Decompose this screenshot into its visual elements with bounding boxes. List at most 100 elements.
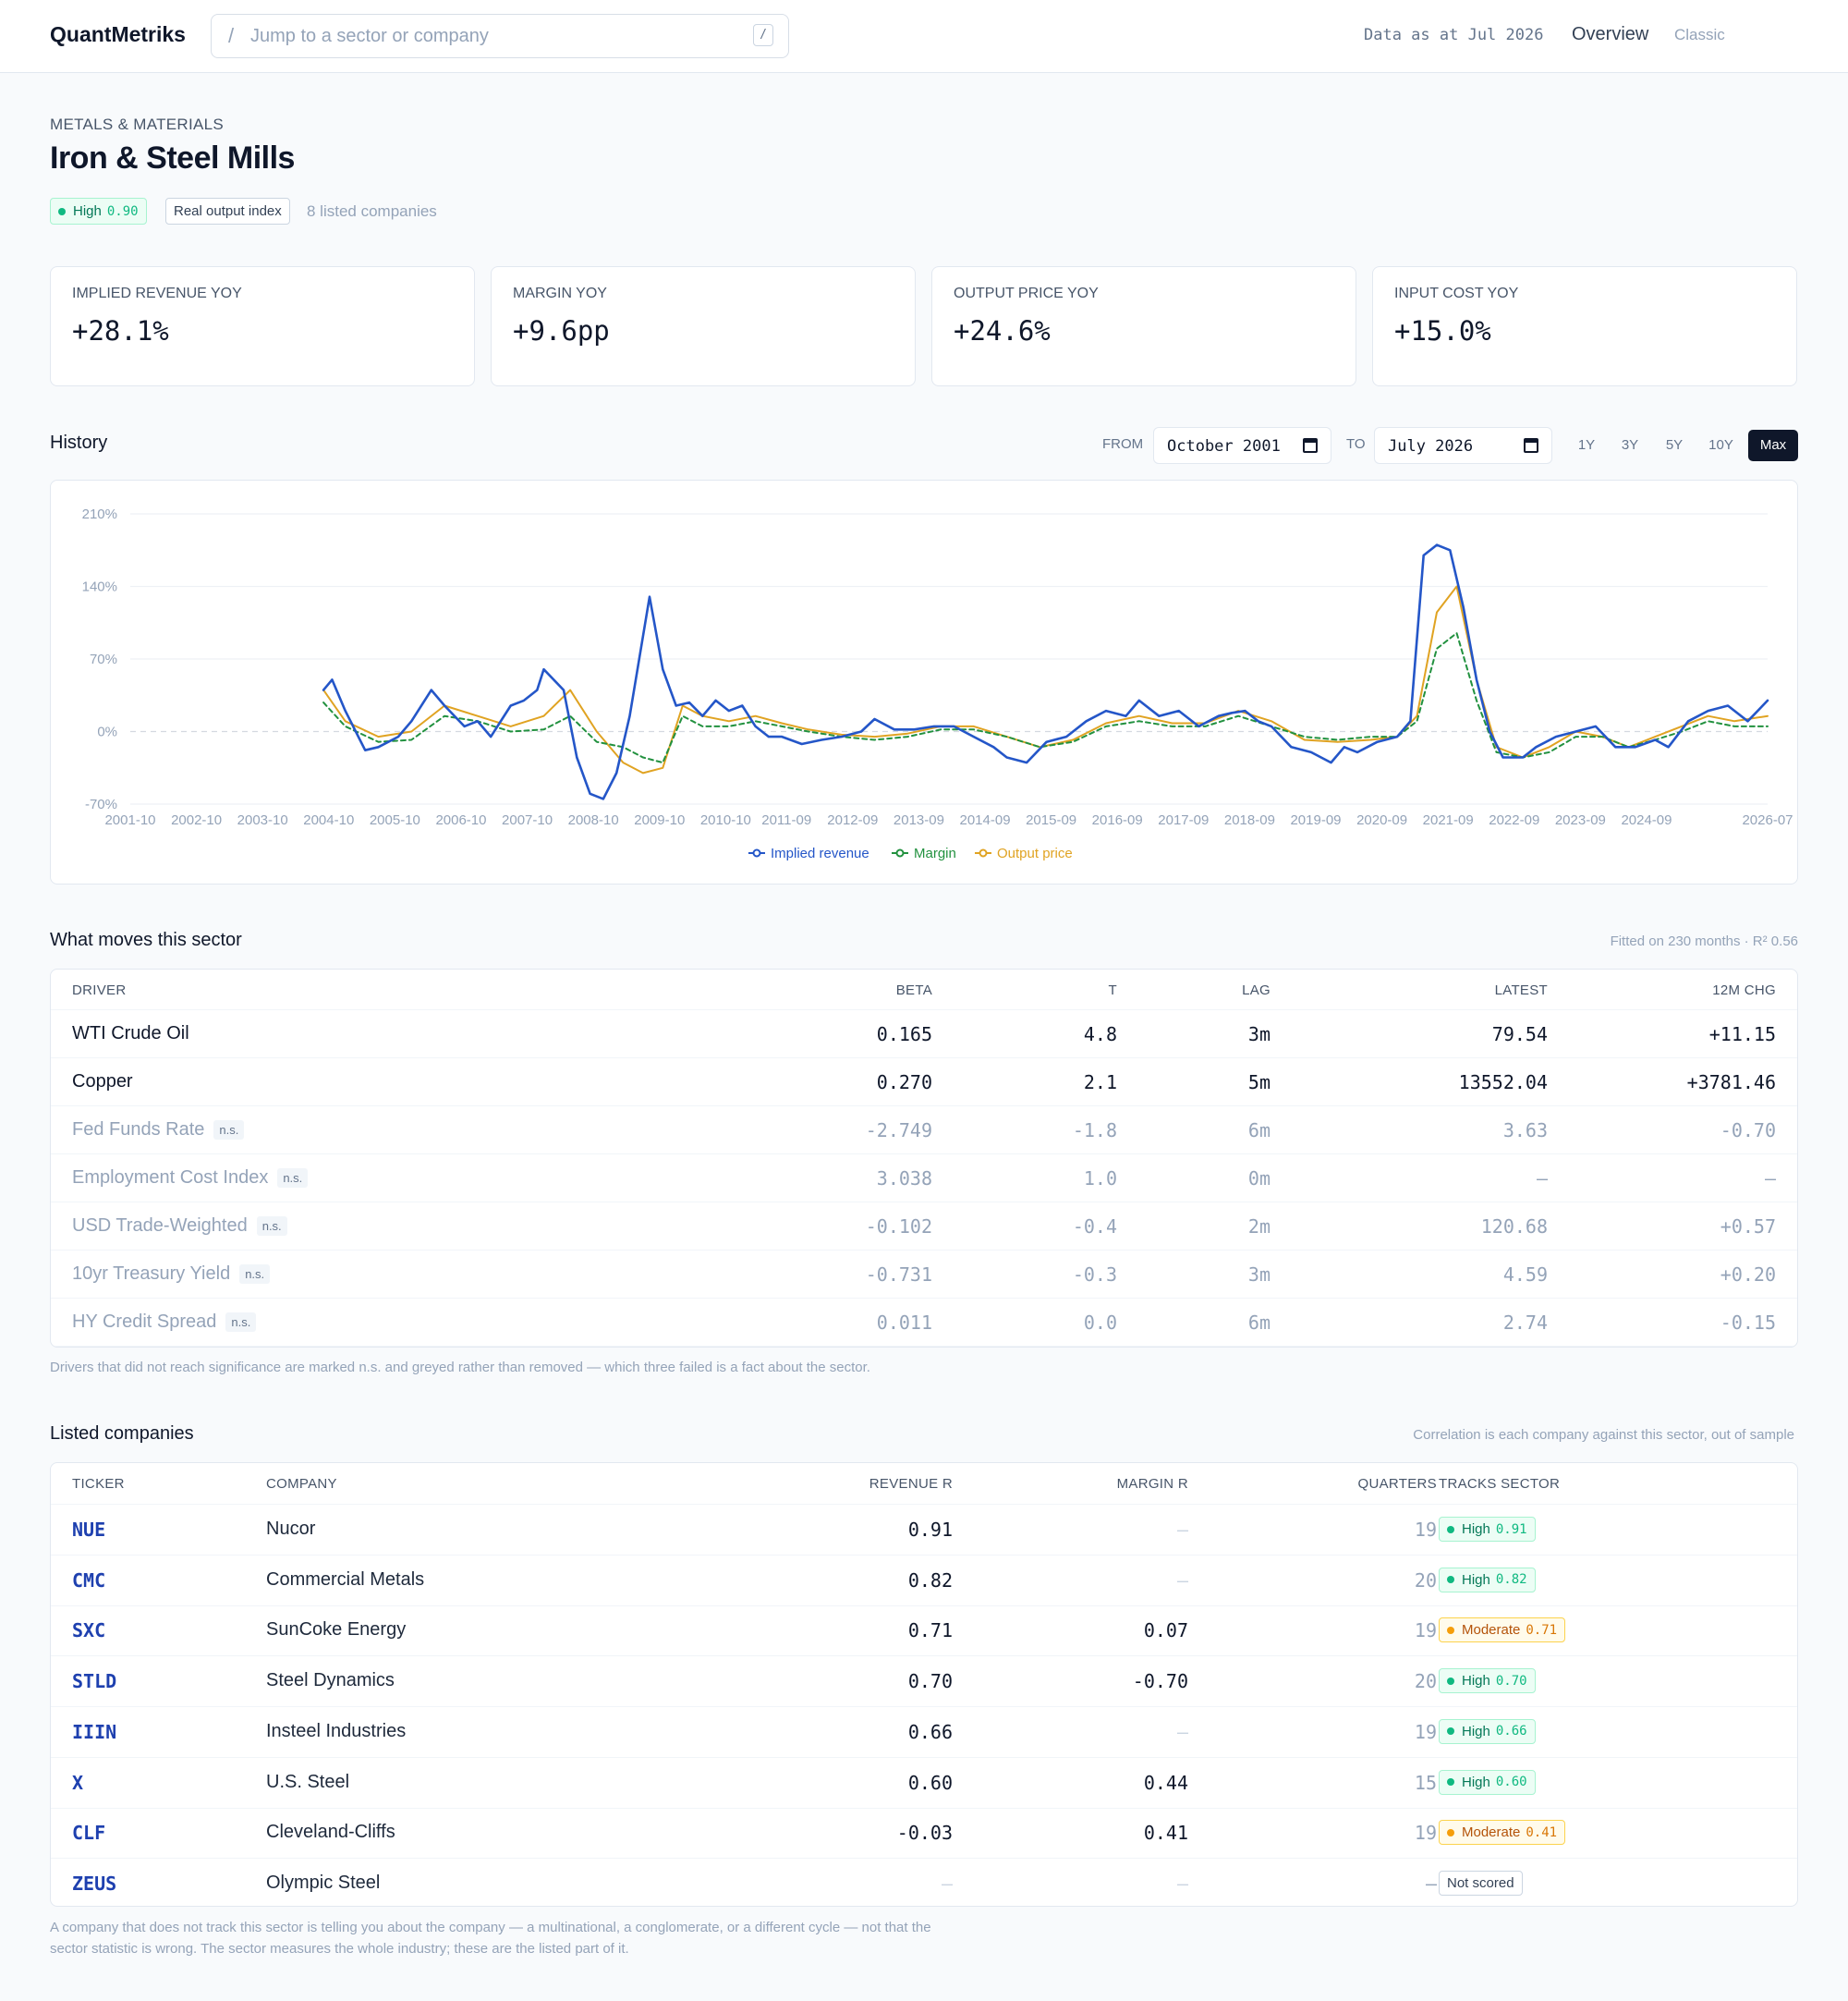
margin-r: 0.07 [1143, 1619, 1188, 1642]
calendar-icon [1303, 438, 1318, 453]
driver-chg: +11.15 [1708, 1023, 1776, 1045]
kpi-card-output-price: OUTPUT PRICE YOY +24.6% [931, 266, 1356, 386]
driver-row[interactable]: 10yr Treasury Yield n.s. -0.731 -0.3 3m 4.59 +… [51, 1251, 1797, 1299]
tracks-sector-badge: High 0.60 [1439, 1769, 1536, 1795]
driver-chg: — [1764, 1167, 1776, 1190]
search-input[interactable]: / Jump to a sector or company / [211, 14, 789, 58]
drivers-title: What moves this sector [50, 930, 242, 950]
driver-beta: -0.731 [865, 1263, 932, 1286]
nav-overview[interactable]: Overview [1572, 24, 1649, 44]
companies-note: Correlation is each company against this… [1413, 1427, 1794, 1443]
company-row[interactable]: STLD Steel Dynamics 0.70 -0.70 20 High 0.70 [51, 1656, 1797, 1708]
driver-lag: 5m [1247, 1071, 1270, 1093]
company-count: 8 listed companies [307, 202, 437, 220]
company-row[interactable]: ZEUS Olympic Steel — — — Not scored [51, 1859, 1797, 1906]
ticker-link[interactable]: ZEUS [72, 1872, 117, 1895]
ticker-link[interactable]: NUE [72, 1519, 106, 1541]
driver-t: -0.4 [1072, 1215, 1117, 1238]
search-shortcut-key: / [753, 24, 773, 46]
legend-item[interactable]: Implied revenue [748, 846, 869, 861]
range-5y[interactable]: 5Y [1665, 437, 1684, 453]
tracks-sector-badge: Moderate 0.71 [1439, 1617, 1566, 1643]
status-dot-icon [1447, 1727, 1454, 1736]
company-row[interactable]: CLF Cleveland-Cliffs -0.03 0.41 19 Moderate 0.… [51, 1808, 1797, 1860]
column-header[interactable]: TRACKS SECTOR [1439, 1476, 1561, 1492]
x-tick-label: 2017-09 [1158, 812, 1209, 828]
driver-row[interactable]: USD Trade-Weighted n.s. -0.102 -0.4 2m 120.68… [51, 1202, 1797, 1251]
driver-name: Employment Cost Index [72, 1167, 269, 1188]
margin-r: — [1176, 1872, 1188, 1895]
status-dot-icon [1447, 1677, 1454, 1685]
drivers-footnote: Drivers that did not reach significance … [50, 1360, 870, 1375]
y-tick-label: 70% [90, 652, 117, 667]
tracks-label: High [1462, 1571, 1490, 1588]
y-tick-label: 210% [82, 506, 117, 522]
nav-classic[interactable]: Classic [1674, 26, 1725, 43]
column-header[interactable]: COMPANY [266, 1476, 337, 1492]
legend-item[interactable]: Output price [975, 846, 1073, 861]
driver-row[interactable]: Copper 0.270 2.1 5m 13552.04 +3781.46 [51, 1058, 1797, 1106]
ticker-link[interactable]: IIIN [72, 1720, 117, 1743]
range-3y[interactable]: 3Y [1621, 437, 1639, 453]
not-significant-tag: n.s. [213, 1120, 245, 1141]
tracks-sector-badge: Not scored [1439, 1870, 1523, 1896]
ticker-link[interactable]: STLD [72, 1670, 117, 1693]
kpi-card-margin: MARGIN YOY +9.6pp [491, 266, 916, 386]
column-header[interactable]: QUARTERS [1357, 1476, 1437, 1492]
x-tick-label: 2012-09 [827, 812, 878, 828]
column-header[interactable]: T [1108, 982, 1117, 998]
company-name: Steel Dynamics [266, 1670, 395, 1691]
x-tick-label: 2018-09 [1224, 812, 1275, 828]
driver-name-cell: 10yr Treasury Yield n.s. [72, 1263, 271, 1285]
legend-item[interactable]: Margin [892, 846, 956, 861]
column-header[interactable]: LATEST [1494, 982, 1548, 998]
driver-beta: 0.011 [876, 1312, 932, 1334]
to-date-input[interactable]: July 2026 [1374, 427, 1552, 464]
driver-chg: +0.57 [1720, 1215, 1776, 1238]
ticker-link[interactable]: CMC [72, 1568, 106, 1592]
revenue-r: 0.82 [907, 1568, 953, 1592]
series-line-implied-revenue[interactable] [322, 543, 1769, 800]
company-row[interactable]: IIIN Insteel Industries 0.66 — 19 High 0.66 [51, 1707, 1797, 1758]
company-row[interactable]: SXC SunCoke Energy 0.71 0.07 19 Moderate 0.71 [51, 1605, 1797, 1657]
driver-latest: 4.59 [1502, 1263, 1548, 1286]
company-row[interactable]: NUE Nucor 0.91 — 19 High 0.91 [51, 1505, 1797, 1556]
company-row[interactable]: CMC Commercial Metals 0.82 — 20 High 0.82 [51, 1556, 1797, 1606]
x-tick-label: 2020-09 [1356, 812, 1407, 828]
column-header[interactable]: BETA [895, 982, 932, 998]
column-header[interactable]: TICKER [72, 1476, 125, 1492]
column-header[interactable]: REVENUE R [869, 1476, 953, 1492]
company-row[interactable]: X U.S. Steel 0.60 0.44 15 High 0.60 [51, 1758, 1797, 1809]
range-1y[interactable]: 1Y [1577, 437, 1596, 453]
drivers-header-row: DRIVER BETA T LAG LATEST 12M CHG [51, 970, 1797, 1010]
from-date-input[interactable]: October 2001 [1153, 427, 1331, 464]
not-significant-tag: n.s. [277, 1168, 309, 1189]
companies-table: TICKER COMPANY REVENUE R MARGIN R QUARTERS TR… [50, 1462, 1798, 1907]
column-header[interactable]: 12M CHG [1712, 982, 1776, 998]
series-line-margin[interactable] [322, 632, 1769, 764]
driver-row[interactable]: Fed Funds Rate n.s. -2.749 -1.8 6m 3.63 -0.70 [51, 1106, 1797, 1154]
driver-t: 2.1 [1083, 1071, 1117, 1093]
driver-row[interactable]: HY Credit Spread n.s. 0.011 0.0 6m 2.74 -0.15 [51, 1299, 1797, 1347]
driver-name: USD Trade-Weighted [72, 1215, 248, 1236]
tracks-label: Moderate [1462, 1824, 1521, 1841]
x-tick-label: 2005-10 [370, 812, 420, 828]
ticker-link[interactable]: SXC [72, 1619, 106, 1642]
column-header[interactable]: MARGIN R [1116, 1476, 1188, 1492]
revenue-r: 0.70 [907, 1670, 953, 1693]
ticker-link[interactable]: CLF [72, 1822, 106, 1845]
series-line-output-price[interactable] [322, 585, 1769, 775]
range-max[interactable]: Max [1748, 430, 1798, 461]
driver-row[interactable]: Employment Cost Index n.s. 3.038 1.0 0m — — [51, 1154, 1797, 1202]
quarters: 19 [1414, 1619, 1437, 1642]
brand-logo[interactable]: QuantMetriks [50, 22, 186, 46]
driver-row[interactable]: WTI Crude Oil 0.165 4.8 3m 79.54 +11.15 [51, 1010, 1797, 1058]
driver-name-cell: Employment Cost Index n.s. [72, 1167, 309, 1189]
driver-beta: -2.749 [865, 1119, 932, 1141]
range-10y[interactable]: 10Y [1708, 437, 1733, 453]
driver-name-cell: USD Trade-Weighted n.s. [72, 1215, 287, 1237]
margin-r: 0.41 [1143, 1822, 1188, 1845]
ticker-link[interactable]: X [72, 1771, 84, 1794]
column-header[interactable]: LAG [1242, 982, 1270, 998]
column-header[interactable]: DRIVER [72, 982, 127, 998]
